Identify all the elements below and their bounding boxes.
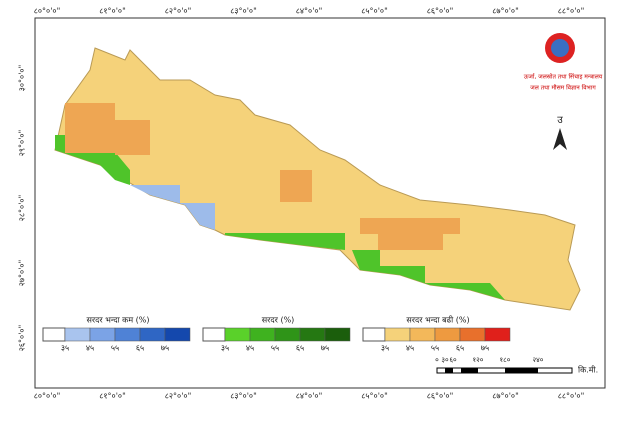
scale-bar-frame	[436, 367, 573, 374]
scale-unit: कि.मी.	[578, 365, 598, 375]
logo-text: ऊर्जा, जलस्रोत तथा सिंचाइ मन्त्रालय	[524, 73, 603, 81]
scale-bar-segment	[461, 368, 478, 373]
longitude-label: ८८°०'०"	[558, 7, 585, 16]
logo-emblem	[551, 39, 569, 57]
orange-region	[280, 170, 312, 202]
legend-label: ६५	[456, 344, 464, 353]
legend-swatch	[164, 327, 191, 342]
logo: ऊर्जा, जलस्रोत तथा सिंचाइ मन्त्रालय जल त…	[524, 33, 603, 92]
legend-swatch	[362, 327, 386, 342]
legend-label: ५५	[271, 344, 279, 353]
latitude-label: २८°०'०"	[18, 195, 27, 222]
latitude-label: २७°०'०"	[18, 260, 27, 287]
legend-label: ७५	[161, 344, 169, 353]
orange-region	[65, 103, 115, 153]
north-label: उ	[557, 115, 563, 126]
legend-swatch	[409, 327, 436, 342]
legend-swatch	[139, 327, 166, 342]
longitude-label: ८६°०'०"	[427, 392, 454, 401]
legend-swatch	[249, 327, 276, 342]
legend-label: ४५	[246, 344, 254, 353]
legend-title: सरदर (%)	[262, 316, 295, 325]
orange-region	[378, 234, 443, 250]
legend-label: ४५	[86, 344, 94, 353]
latitude-label: २६°०'०"	[18, 325, 27, 352]
longitude-label: ८०°०'०"	[34, 7, 61, 16]
longitude-label: ८८°०'०"	[558, 392, 585, 401]
legend-swatch	[64, 327, 91, 342]
legend-swatch	[299, 327, 326, 342]
legend-swatch	[274, 327, 301, 342]
green-region	[225, 233, 345, 250]
legend-title: सरदर भन्दा बढी (%)	[406, 315, 469, 325]
north-arrow	[553, 128, 567, 150]
longitude-label: ८७°०'०"	[492, 392, 519, 401]
legend-swatch	[42, 327, 66, 342]
longitude-label: ८३°०'०"	[230, 7, 257, 16]
orange-region	[360, 218, 460, 234]
legend-swatch	[202, 327, 226, 342]
green-region	[352, 250, 505, 300]
legend-title: सरदर भन्दा कम (%)	[86, 316, 149, 325]
logo-text: जल तथा मौसम विज्ञान विभाग	[530, 84, 596, 92]
legend-label: ७५	[481, 344, 489, 353]
scale-label: ०	[435, 356, 439, 364]
legend-swatch	[224, 327, 251, 342]
orange-region	[115, 120, 150, 155]
legend-swatch	[114, 327, 141, 342]
longitude-label: ८३°०'०"	[230, 392, 257, 401]
scale-label: २४०	[533, 356, 544, 364]
legend-label: ३५	[61, 344, 69, 353]
blue-region	[130, 185, 215, 230]
scale-label: ६०	[449, 356, 457, 364]
longitude-label: ८४°०'०"	[296, 7, 323, 16]
longitude-label: ८०°०'०"	[34, 392, 61, 401]
legend-label: ६५	[136, 344, 144, 353]
legend-label: ५५	[111, 344, 119, 353]
scale-bar-segment	[445, 368, 453, 373]
scale-label: ३०	[441, 356, 449, 364]
longitude-label: ८६°०'०"	[427, 7, 454, 16]
longitude-label: ८५°०'०"	[361, 392, 388, 401]
legend-swatch	[434, 327, 461, 342]
legend-swatch	[324, 327, 351, 342]
latitude-label: ३०°०'०"	[18, 65, 27, 92]
legend-swatch	[459, 327, 486, 342]
longitude-label: ८४°०'०"	[296, 392, 323, 401]
legend-swatch	[89, 327, 116, 342]
longitude-label: ८१°०'०"	[99, 392, 126, 401]
legend-swatch	[384, 327, 411, 342]
scale-bar	[436, 367, 573, 374]
longitude-label: ८५°०'०"	[361, 7, 388, 16]
longitude-label: ८२°०'०"	[165, 7, 192, 16]
legend-label: ५५	[431, 344, 439, 353]
latitude-label: २९°०'०"	[18, 130, 27, 157]
legend-swatch	[484, 327, 511, 342]
legend-label: ४५	[406, 344, 414, 353]
scale-bar-segment	[505, 368, 538, 373]
legend-label: ७५	[321, 344, 329, 353]
scale-label: १२०	[473, 356, 484, 364]
longitude-label: ८१°०'०"	[99, 7, 126, 16]
legend-label: ३५	[381, 344, 389, 353]
legend-label: ३५	[221, 344, 229, 353]
longitude-label: ८७°०'०"	[492, 7, 519, 16]
longitude-label: ८२°०'०"	[165, 392, 192, 401]
scale-label: १८०	[500, 356, 511, 364]
legend-label: ६५	[296, 344, 304, 353]
